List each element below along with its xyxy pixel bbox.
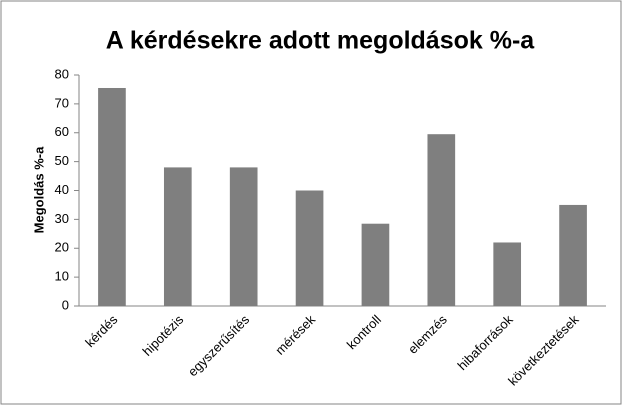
bar <box>295 190 324 306</box>
y-tick-label: 40 <box>55 182 69 197</box>
y-axis-label: Megoldás %-a <box>31 146 46 233</box>
bar <box>361 223 390 306</box>
bar <box>98 87 126 307</box>
bar <box>229 167 258 306</box>
y-tick-label: 80 <box>55 66 69 81</box>
y-tick-label: 0 <box>62 297 69 312</box>
y-tick-label: 10 <box>55 269 69 284</box>
y-tick-label: 50 <box>55 153 69 168</box>
y-tick-label: 20 <box>55 240 69 255</box>
bar <box>163 167 192 306</box>
bar <box>493 242 522 306</box>
y-tick-label: 70 <box>55 95 69 110</box>
bar <box>427 134 456 306</box>
y-tick-label: 30 <box>55 211 69 226</box>
bar <box>559 204 587 306</box>
chart-title: A kérdésekre adott megoldások %-a <box>106 27 535 55</box>
y-tick-label: 60 <box>55 124 69 139</box>
